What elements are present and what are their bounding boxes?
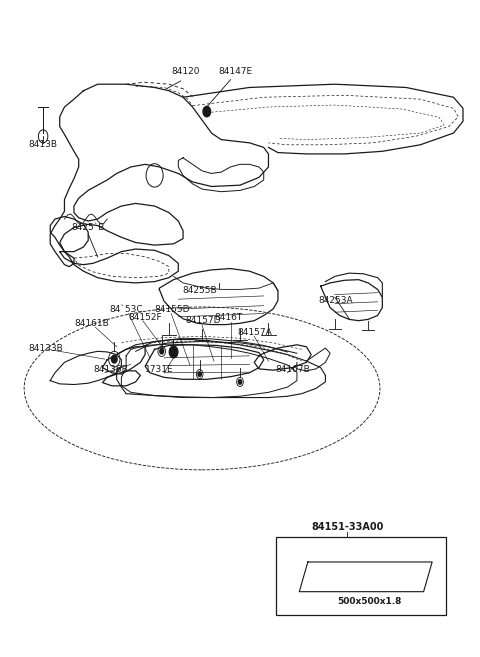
Text: 8416T: 8416T — [214, 313, 242, 322]
Text: 84151-33A00: 84151-33A00 — [311, 522, 384, 532]
Text: 84157D: 84157D — [185, 316, 221, 325]
Text: 1731E: 1731E — [145, 365, 174, 374]
Text: 84136B: 84136B — [93, 365, 128, 374]
Circle shape — [198, 372, 201, 376]
Text: 84147E: 84147E — [219, 68, 253, 76]
Text: 8425`B: 8425`B — [72, 223, 105, 232]
Text: 84157A: 84157A — [238, 328, 272, 337]
Text: 8413B: 8413B — [29, 140, 58, 148]
Text: 84133B: 84133B — [29, 344, 64, 353]
Bar — [276, 537, 446, 615]
Circle shape — [160, 349, 164, 354]
Text: 84120: 84120 — [171, 68, 200, 76]
Text: 84152F: 84152F — [129, 313, 162, 322]
Text: 84161B: 84161B — [74, 319, 108, 328]
Text: 84167B: 84167B — [276, 365, 311, 374]
Circle shape — [203, 106, 211, 117]
Circle shape — [169, 346, 178, 358]
Circle shape — [111, 355, 117, 363]
Text: 84255B: 84255B — [182, 286, 217, 295]
Circle shape — [239, 380, 241, 384]
Text: 84253A: 84253A — [318, 296, 353, 305]
Text: 500x500x1.8: 500x500x1.8 — [337, 597, 402, 606]
Text: 84`53C: 84`53C — [109, 304, 143, 313]
Text: 84155D: 84155D — [155, 304, 190, 313]
